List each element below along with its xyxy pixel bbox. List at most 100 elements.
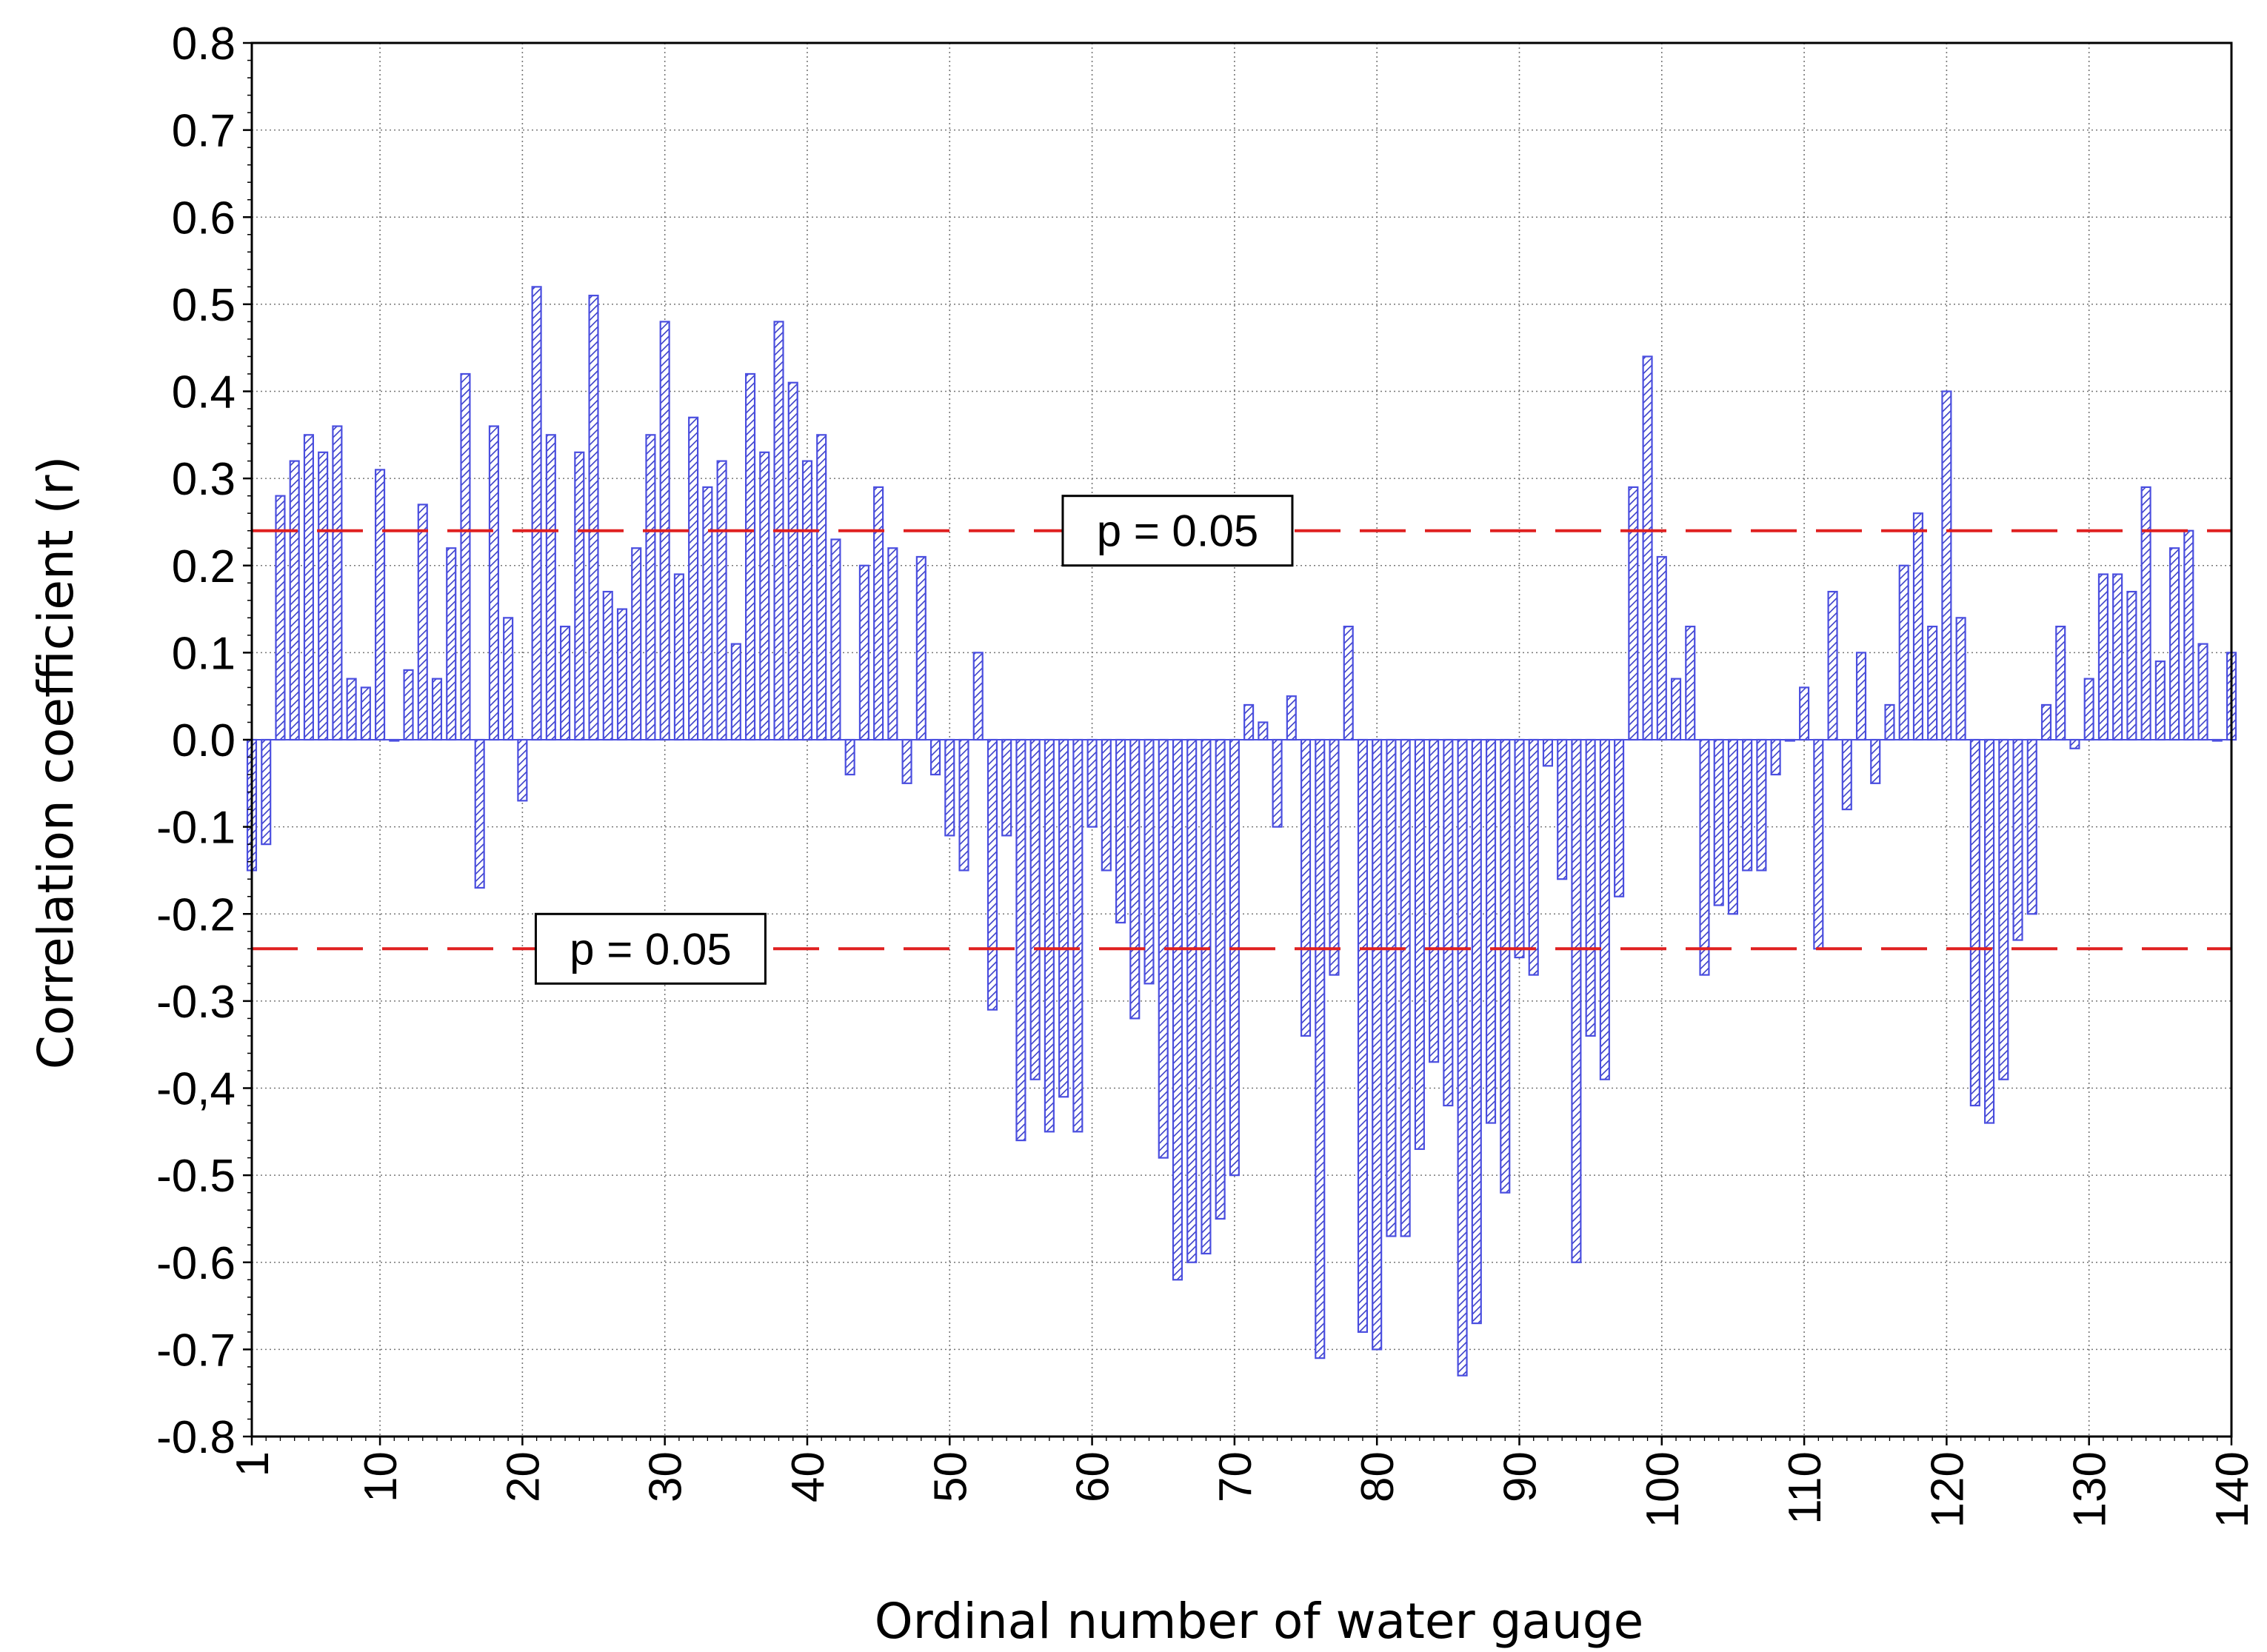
bar — [2126, 590, 2137, 741]
bar — [1642, 355, 1653, 741]
bar — [688, 416, 699, 741]
bar — [929, 738, 941, 776]
bar — [645, 434, 656, 741]
bar — [1528, 738, 1539, 976]
bar — [702, 486, 713, 741]
bar — [844, 738, 855, 776]
bar — [1969, 738, 1980, 1107]
y-tick-label: 0.4 — [172, 367, 236, 418]
bar — [1599, 738, 1610, 1080]
bar — [1329, 738, 1340, 976]
bar — [1514, 738, 1525, 959]
y-tick-label: 0.5 — [172, 280, 236, 331]
bar — [602, 590, 613, 741]
bar — [2083, 678, 2094, 741]
bar — [1143, 738, 1155, 985]
threshold-lines: p = 0.05 p = 0.05 — [252, 495, 2231, 985]
bar — [958, 738, 969, 872]
bar — [1386, 738, 1397, 1237]
bar — [1685, 625, 1696, 741]
bar — [2197, 643, 2208, 741]
x-tick-label: 1 — [227, 1451, 278, 1477]
x-tick-labels: 1 10 20 30 40 50 60 70 80 90 100 110 120 130 140 — [227, 1437, 2258, 1528]
bar — [2040, 703, 2052, 741]
bar — [318, 451, 329, 741]
bar — [1912, 512, 1923, 741]
bar — [1571, 738, 1582, 1263]
y-tick-label: -0.1 — [156, 803, 236, 854]
bar — [1186, 738, 1198, 1263]
x-tick-label: 10 — [355, 1451, 407, 1502]
x-tick-label: 130 — [2065, 1451, 2116, 1528]
bar — [915, 555, 927, 741]
bar — [1243, 703, 1255, 741]
bar — [887, 547, 898, 741]
y-tick-labels: 0.8 0.7 0.6 0.5 0.4 0.3 0.2 0.1 0.0 -0.1 -0.2 -0.3 -… — [156, 19, 252, 1463]
bar — [1471, 738, 1482, 1325]
bar — [446, 547, 457, 741]
bar — [1870, 738, 1881, 784]
bar — [1172, 738, 1183, 1281]
y-tick-label: -0.6 — [156, 1238, 236, 1289]
bar — [2211, 738, 2223, 742]
y-tick-label: -0.3 — [156, 977, 236, 1028]
y-tick-label: 0.2 — [172, 541, 236, 592]
bar — [1799, 686, 1810, 741]
bar — [1315, 738, 1326, 1360]
bar — [346, 678, 357, 741]
bar — [759, 451, 770, 741]
x-tick-label: 60 — [1068, 1451, 1119, 1502]
x-tick-label: 40 — [783, 1451, 834, 1502]
y-tick-label: -0.2 — [156, 889, 236, 940]
bar — [588, 295, 599, 741]
bar — [1770, 738, 1781, 776]
bar — [1855, 652, 1867, 741]
bar — [1357, 738, 1369, 1333]
x-tick-label: 80 — [1352, 1451, 1403, 1502]
bar — [1300, 738, 1312, 1037]
y-tick-label: 0.0 — [172, 715, 236, 766]
bar — [375, 469, 386, 741]
bar — [744, 372, 756, 741]
bar — [1044, 738, 1055, 1133]
bar — [1343, 625, 1354, 741]
bar — [1001, 738, 1012, 837]
threshold-label-box — [1061, 495, 1294, 567]
y-tick-label: 0.7 — [172, 106, 236, 157]
bar — [1941, 390, 1952, 741]
x-tick-label: 30 — [641, 1451, 692, 1502]
bar — [716, 460, 727, 741]
bar — [1884, 703, 1895, 741]
threshold-label-box — [534, 912, 767, 985]
bar — [275, 495, 286, 741]
bar — [2154, 661, 2166, 741]
bar — [1756, 738, 1767, 872]
threshold-label: p = 0.05 — [570, 924, 732, 974]
bar — [873, 486, 884, 741]
bar — [1699, 738, 1710, 976]
bar — [389, 738, 400, 742]
bar — [1485, 738, 1497, 1124]
x-axis-label: Ordinal number of water gauge — [875, 1593, 1644, 1650]
threshold-label: p = 0.05 — [1097, 506, 1259, 556]
x-tick-label: 70 — [1210, 1451, 1261, 1502]
bar — [616, 608, 628, 741]
bar — [1898, 564, 1909, 741]
bar — [2012, 738, 2023, 941]
bar — [303, 434, 314, 741]
bar — [1015, 738, 1026, 1142]
bar — [1215, 738, 1226, 1220]
bar — [1727, 738, 1739, 915]
bar — [1927, 625, 1938, 741]
bar — [1443, 738, 1454, 1107]
bar — [673, 573, 684, 741]
x-tick-label: 90 — [1495, 1451, 1546, 1502]
bar — [1372, 738, 1383, 1351]
bar — [2140, 486, 2151, 741]
bar — [730, 643, 741, 741]
bar — [1542, 738, 1554, 767]
bar — [816, 434, 827, 741]
x-tick-label: 140 — [2207, 1451, 2258, 1528]
bar — [1585, 738, 1596, 1037]
